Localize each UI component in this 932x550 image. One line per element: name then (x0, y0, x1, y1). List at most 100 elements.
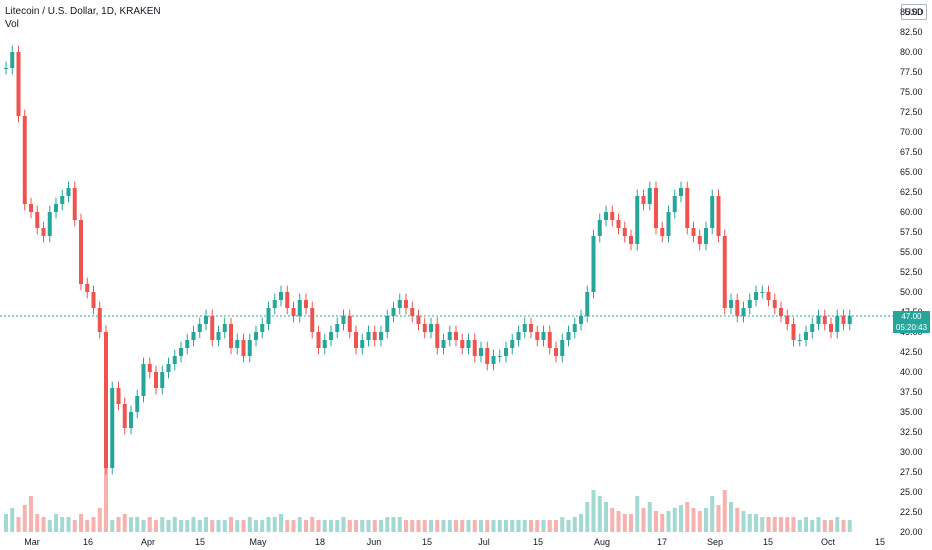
volume-bar (122, 514, 127, 532)
candle-body (716, 196, 721, 236)
candle-body (579, 316, 583, 324)
volume-bar (104, 457, 108, 532)
candle-body (679, 188, 683, 196)
volume-bar (479, 520, 483, 532)
candle-body (460, 340, 465, 348)
time-tick-label: Mar (24, 537, 40, 547)
candle-body (379, 332, 383, 340)
candle-body (116, 388, 121, 404)
volume-bar (204, 517, 208, 532)
volume-bar (716, 505, 721, 532)
volume-bar (29, 496, 33, 532)
candle-body (79, 220, 83, 284)
candle-body (241, 340, 246, 356)
time-tick-label: Oct (821, 537, 836, 547)
candle-body (166, 364, 171, 372)
volume-bar (404, 520, 408, 532)
volume-bar (516, 520, 521, 532)
volume-bar (247, 517, 252, 532)
volume-bar (610, 508, 615, 532)
candle-body (772, 300, 777, 308)
price-tick-label: 72.50 (900, 107, 923, 117)
volume-bar (835, 517, 840, 532)
price-tick-label: 40.00 (900, 367, 923, 377)
volume-bar (10, 508, 15, 532)
volume-label: Vol (5, 19, 19, 30)
candle-body (85, 284, 90, 292)
volume-bar (654, 511, 658, 532)
candle-body (404, 300, 408, 308)
volume-bar (579, 514, 583, 532)
volume-bar (91, 517, 96, 532)
candle-body (585, 292, 590, 316)
candle-body (547, 332, 552, 348)
time-tick-label: Aug (594, 537, 610, 547)
volume-bar (497, 520, 502, 532)
volume-bar (322, 520, 327, 532)
volume-bar (416, 520, 421, 532)
volume-bar (260, 520, 265, 532)
time-tick-label: Sep (707, 537, 723, 547)
candle-body (410, 308, 415, 316)
price-tick-label: 75.00 (900, 87, 923, 97)
volume-bar (179, 520, 183, 532)
volume-bar (272, 517, 277, 532)
time-tick-label: 16 (83, 537, 93, 547)
candle-body (391, 308, 396, 316)
volume-bar (454, 520, 458, 532)
candle-body (304, 300, 308, 308)
candle-body (847, 316, 852, 324)
candle-body (104, 332, 108, 468)
volume-bar (154, 520, 158, 532)
volume-bar (354, 520, 358, 532)
candle-body (747, 300, 752, 308)
volume-bar (735, 508, 740, 532)
volume-bar (779, 517, 783, 532)
volume-bar (216, 520, 221, 532)
candle-body (29, 204, 33, 212)
price-tick-label: 60.00 (900, 207, 923, 217)
volume-bar (491, 520, 496, 532)
candle-body (54, 204, 58, 212)
volume-bar (210, 520, 215, 532)
volume-bars (4, 457, 852, 532)
volume-bar (329, 520, 333, 532)
candle-body (141, 364, 146, 396)
volume-bar (22, 505, 27, 532)
volume-bar (747, 514, 752, 532)
volume-bar (410, 520, 415, 532)
candle-body (566, 332, 571, 340)
candle-body (841, 316, 846, 324)
volume-bar (829, 520, 833, 532)
candle-body (829, 324, 833, 332)
candle-body (572, 324, 577, 332)
candle-body (797, 340, 802, 341)
currency-button[interactable]: USD (901, 4, 927, 20)
volume-bar (647, 502, 652, 532)
volume-bar (660, 514, 665, 532)
candle-body (229, 324, 233, 348)
candle-body (197, 324, 202, 332)
volume-bar (597, 496, 602, 532)
candle-body (254, 332, 258, 340)
candle-body (835, 316, 840, 332)
candle-body (497, 356, 502, 357)
volume-bar (197, 520, 202, 532)
candle-body (347, 316, 352, 332)
candle-body (435, 324, 440, 348)
volume-bar (41, 517, 46, 532)
volume-bar (641, 508, 646, 532)
price-tick-label: 55.00 (900, 247, 923, 257)
candle-body (222, 324, 227, 332)
price-tick-label: 85.00 (900, 7, 923, 17)
candle-body (560, 340, 565, 356)
candle-body (72, 188, 77, 220)
candle-body (472, 340, 477, 356)
volume-bar (54, 514, 58, 532)
candle-body (485, 348, 490, 364)
volume-bar (591, 490, 596, 532)
candle-body (529, 324, 533, 332)
price-tick-label: 42.50 (900, 347, 923, 357)
candle-body (41, 228, 46, 236)
